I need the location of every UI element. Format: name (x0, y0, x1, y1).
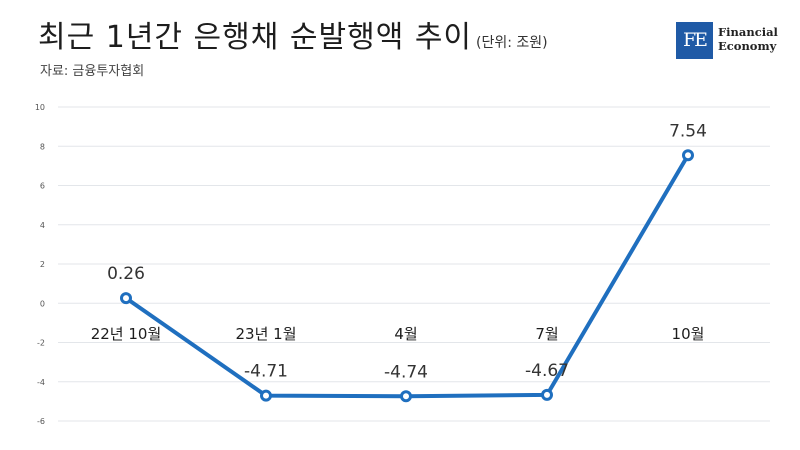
x-category-label: 10월 (672, 325, 705, 343)
logo-wordmark: Financial Economy (718, 25, 778, 53)
source-label: 자료: 금융투자협회 (40, 64, 145, 79)
y-tick-label: -4 (37, 378, 45, 387)
x-category-label: 22년 10월 (91, 325, 162, 343)
data-label: 7.54 (669, 121, 707, 141)
data-label: -4.71 (244, 362, 288, 382)
unit-label: (단위: 조원) (476, 35, 548, 51)
title-row: 최근 1년간 은행채 순발행액 추이 (단위: 조원) (38, 12, 548, 56)
y-tick-label: 2 (40, 260, 45, 269)
data-point (541, 388, 553, 401)
data-point (260, 389, 272, 402)
y-tick-label: 8 (40, 142, 45, 151)
data-point (400, 390, 412, 403)
y-tick-label: -6 (37, 417, 45, 426)
financial-economy-logo: FE Financial Economy (676, 22, 796, 62)
data-label: -4.67 (525, 361, 569, 381)
y-tick-label: 4 (40, 221, 45, 230)
x-category-label: 23년 1월 (236, 325, 297, 343)
data-label: -4.74 (384, 362, 428, 382)
data-point (682, 149, 694, 162)
y-tick-label: 0 (40, 299, 45, 308)
x-category-label: 7월 (535, 325, 558, 343)
series-line (124, 153, 690, 399)
data-label: 0.26 (107, 264, 145, 284)
y-tick-label: 6 (40, 182, 45, 191)
x-category-label: 4월 (394, 325, 417, 343)
y-tick-label: -2 (37, 339, 45, 348)
logo-mark: FE (676, 22, 713, 59)
logo-line-1: Financial (718, 25, 778, 39)
chart-title: 최근 1년간 은행채 순발행액 추이 (38, 20, 473, 55)
data-point (120, 292, 132, 305)
logo-line-2: Economy (718, 39, 777, 53)
y-tick-label: 10 (35, 103, 45, 112)
